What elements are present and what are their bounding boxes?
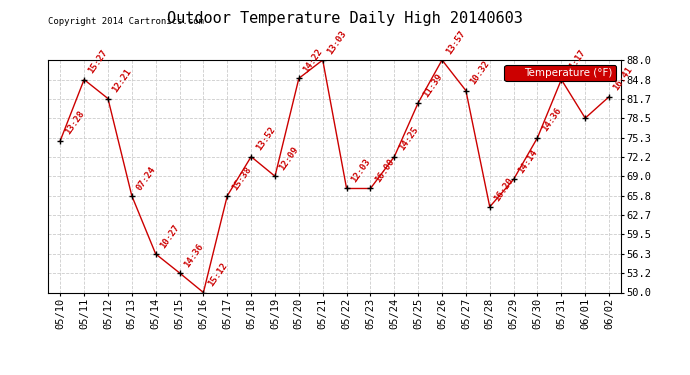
Text: 10:27: 10:27 (159, 223, 181, 250)
Text: 14:17: 14:17 (564, 48, 587, 75)
Text: 10:32: 10:32 (469, 59, 491, 86)
Text: 15:38: 15:38 (230, 165, 253, 192)
Text: 14:22: 14:22 (302, 47, 324, 74)
Text: 12:21: 12:21 (110, 67, 134, 94)
Text: 14:25: 14:25 (397, 125, 420, 153)
Text: 15:12: 15:12 (206, 261, 229, 288)
Text: 16:00: 16:00 (373, 157, 396, 184)
Text: 12:03: 12:03 (349, 157, 372, 184)
Legend: Temperature (°F): Temperature (°F) (504, 65, 615, 81)
Text: 13:03: 13:03 (326, 28, 348, 56)
Text: 07:24: 07:24 (135, 165, 157, 192)
Text: 13:52: 13:52 (254, 125, 277, 153)
Text: 15:27: 15:27 (87, 48, 110, 75)
Text: 16:41: 16:41 (612, 65, 635, 93)
Text: Outdoor Temperature Daily High 20140603: Outdoor Temperature Daily High 20140603 (167, 11, 523, 26)
Text: 14:36: 14:36 (182, 242, 205, 269)
Text: 13:57: 13:57 (445, 28, 468, 56)
Text: 14:14: 14:14 (516, 148, 539, 175)
Text: 16:20: 16:20 (493, 176, 515, 202)
Text: Copyright 2014 Cartronics.com: Copyright 2014 Cartronics.com (48, 17, 204, 26)
Text: 14:36: 14:36 (540, 106, 563, 134)
Text: 13:28: 13:28 (63, 110, 86, 136)
Text: 11:39: 11:39 (421, 72, 444, 99)
Text: 12:09: 12:09 (278, 145, 301, 172)
